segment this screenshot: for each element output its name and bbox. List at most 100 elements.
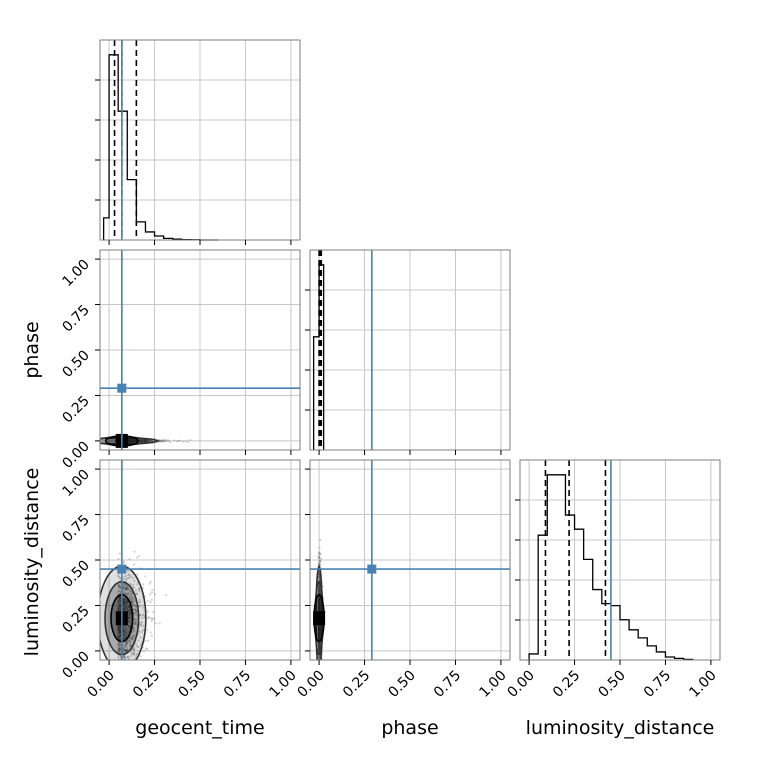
sample-point bbox=[318, 633, 322, 636]
sample-point bbox=[319, 563, 322, 566]
sample-point bbox=[118, 637, 121, 641]
sample-point bbox=[150, 439, 153, 443]
sample-point bbox=[123, 637, 126, 640]
sample-point bbox=[318, 657, 321, 660]
sample-point bbox=[317, 643, 320, 646]
sample-point bbox=[317, 631, 320, 634]
sample-point bbox=[138, 589, 141, 592]
sample-point bbox=[122, 561, 125, 565]
sample-point bbox=[125, 587, 128, 590]
sample-point bbox=[131, 438, 134, 441]
sample-point bbox=[317, 576, 321, 579]
sample-point bbox=[129, 439, 132, 442]
sample-point bbox=[123, 636, 126, 640]
sample-point bbox=[133, 439, 136, 442]
sample-point bbox=[318, 586, 321, 589]
sample-point bbox=[128, 596, 131, 599]
sample-point bbox=[318, 632, 321, 635]
sample-point bbox=[126, 655, 129, 659]
sample-point bbox=[122, 600, 125, 603]
sample-point bbox=[318, 588, 321, 591]
sample-point bbox=[317, 636, 320, 639]
sample-point bbox=[132, 629, 135, 632]
sample-point bbox=[318, 607, 321, 611]
sample-point bbox=[318, 649, 321, 652]
sample-point bbox=[128, 590, 131, 593]
sample-point bbox=[127, 439, 130, 443]
panel-hist-luminosity_distance: 0.00 0.25 0.50 0.75 1.00 bbox=[505, 459, 721, 701]
sample-point bbox=[140, 440, 143, 443]
sample-point bbox=[166, 438, 169, 441]
sample-point bbox=[126, 607, 129, 610]
sample-point bbox=[150, 598, 153, 601]
sample-point bbox=[140, 439, 143, 442]
sample-point bbox=[318, 628, 321, 632]
sample-point bbox=[176, 440, 179, 443]
sample-point bbox=[123, 599, 126, 603]
sample-point bbox=[124, 636, 127, 639]
sample-point bbox=[119, 631, 122, 634]
sample-point bbox=[140, 623, 143, 627]
sample-point bbox=[318, 598, 321, 601]
sample-point bbox=[118, 596, 121, 599]
sample-point bbox=[318, 644, 321, 647]
sample-point bbox=[122, 607, 126, 610]
sample-point bbox=[124, 631, 127, 634]
sample-point bbox=[317, 603, 320, 606]
sample-point bbox=[140, 439, 144, 442]
sample-point bbox=[129, 654, 133, 658]
sample-point bbox=[117, 635, 120, 638]
sample-point bbox=[318, 655, 321, 658]
sample-point bbox=[318, 598, 321, 601]
sample-point bbox=[130, 600, 133, 603]
sample-point bbox=[135, 623, 138, 626]
sample-point bbox=[158, 440, 162, 443]
sample-point bbox=[318, 627, 321, 630]
sample-point bbox=[318, 601, 321, 604]
sample-point bbox=[129, 438, 133, 442]
sample-point bbox=[318, 630, 322, 633]
sample-point bbox=[128, 438, 131, 441]
sample-point bbox=[317, 632, 321, 635]
sample-point bbox=[132, 586, 135, 590]
sample-point bbox=[139, 655, 142, 658]
sample-point bbox=[130, 601, 133, 605]
sample-point bbox=[318, 627, 321, 631]
sample-point bbox=[123, 628, 126, 632]
sample-point bbox=[318, 625, 321, 628]
sample-point bbox=[317, 625, 320, 628]
sample-point bbox=[319, 608, 322, 612]
sample-point bbox=[139, 643, 142, 646]
x-axis-label-geocent-time: geocent_time bbox=[135, 717, 264, 739]
sample-point bbox=[318, 635, 322, 638]
sample-point bbox=[122, 585, 126, 588]
sample-point bbox=[122, 602, 125, 605]
sample-point bbox=[317, 632, 320, 636]
sample-point bbox=[129, 440, 132, 443]
sample-point bbox=[318, 625, 321, 628]
sample-point bbox=[318, 628, 321, 631]
sample-point bbox=[117, 589, 120, 593]
sample-point bbox=[318, 629, 321, 632]
sample-point bbox=[318, 636, 321, 639]
sample-point bbox=[127, 440, 130, 443]
sample-point bbox=[117, 626, 120, 629]
sample-point bbox=[132, 603, 136, 606]
sample-point bbox=[134, 439, 137, 442]
sample-point bbox=[317, 644, 320, 647]
sample-point bbox=[318, 590, 321, 593]
sample-point bbox=[136, 592, 139, 595]
panel-pair-phase-luminosity_distance: 0.00 0.25 0.50 0.75 1.00 bbox=[295, 459, 511, 701]
sample-point bbox=[153, 593, 157, 596]
sample-point bbox=[118, 586, 122, 589]
sample-point bbox=[129, 439, 132, 442]
sample-point bbox=[318, 626, 321, 629]
sample-point bbox=[125, 574, 128, 577]
sample-point bbox=[123, 654, 126, 657]
sample-point bbox=[128, 611, 132, 614]
sample-point bbox=[317, 576, 321, 579]
sample-point bbox=[318, 606, 321, 609]
sample-point bbox=[117, 629, 120, 632]
sample-point bbox=[134, 605, 137, 608]
sample-point bbox=[127, 616, 130, 620]
